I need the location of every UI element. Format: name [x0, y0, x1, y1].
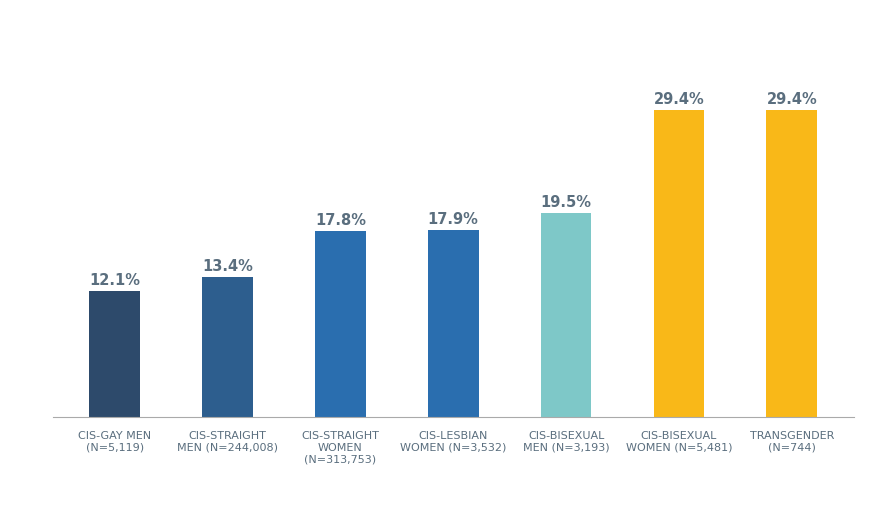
Bar: [315, 231, 366, 417]
Text: 29.4%: 29.4%: [766, 92, 818, 107]
Text: 29.4%: 29.4%: [654, 92, 704, 107]
Bar: [540, 213, 591, 417]
Text: 12.1%: 12.1%: [89, 273, 140, 288]
Text: 19.5%: 19.5%: [540, 195, 591, 210]
Text: 17.8%: 17.8%: [315, 213, 366, 228]
Bar: [202, 277, 253, 417]
Bar: [89, 291, 140, 417]
Text: 17.9%: 17.9%: [428, 212, 479, 227]
Bar: [428, 230, 479, 417]
Bar: [766, 110, 818, 417]
Bar: [654, 110, 704, 417]
Text: 13.4%: 13.4%: [202, 259, 253, 274]
